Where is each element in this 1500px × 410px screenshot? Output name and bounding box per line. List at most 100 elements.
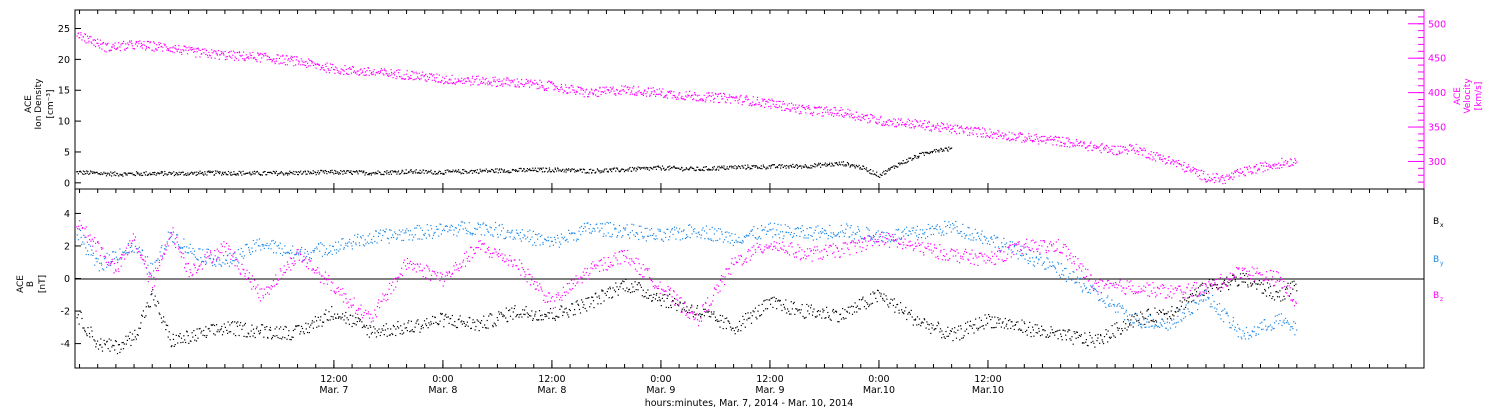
bx-series-point [1007, 320, 1010, 322]
bx-series-point [1169, 316, 1171, 318]
ion-density-series-point [453, 171, 455, 173]
bx-series-point [778, 299, 780, 301]
velocity-series-point [629, 93, 631, 96]
velocity-series-point [366, 70, 368, 72]
bx-series-point [717, 320, 719, 323]
bx-series-point [853, 311, 856, 313]
bx-series-point [1180, 305, 1182, 307]
bx-series-point [728, 321, 730, 323]
ion-density-series-point [400, 173, 402, 175]
by-series-point [392, 234, 394, 236]
by-series-point [511, 229, 513, 231]
velocity-series-point [826, 106, 828, 108]
velocity-series-point [627, 86, 629, 88]
ion-density-series-point [508, 170, 510, 172]
ion-density-series-point [429, 171, 431, 173]
bx-series-point [945, 330, 947, 333]
ion-density-series-point [791, 166, 793, 168]
bx-series-point [582, 306, 584, 308]
ion-density-series-point [841, 161, 843, 163]
bx-series-point [696, 305, 699, 307]
bx-series-point [538, 310, 541, 312]
by-series-point [160, 247, 162, 249]
velocity-series-point [931, 125, 933, 127]
bx-series-point [248, 333, 250, 335]
ion-density-series-point [471, 169, 473, 171]
velocity-series-point [675, 96, 677, 98]
bx-series-point [204, 335, 206, 337]
velocity-series-point [1061, 141, 1063, 143]
ion-density-series-point [415, 169, 417, 171]
by-series-point [138, 246, 140, 248]
velocity-series-point [521, 83, 523, 86]
bx-series-point [534, 315, 536, 317]
by-series-point [547, 236, 549, 238]
velocity-series-point [682, 98, 684, 100]
velocity-series-point [1035, 133, 1037, 135]
bx-series-point [846, 311, 848, 313]
bx-series-point [270, 329, 272, 331]
velocity-series-point [305, 60, 307, 62]
bx-series-point [1011, 321, 1013, 323]
ion-density-series-point [369, 172, 371, 174]
bx-series-point [95, 346, 97, 348]
ion-density-series-point [678, 167, 680, 169]
ion-density-series-point [267, 171, 269, 174]
ion-density-series-point [730, 165, 732, 167]
velocity-series-point [738, 98, 740, 100]
velocity-series-point [1218, 181, 1220, 183]
by-series-point [134, 245, 137, 247]
velocity-series-point [924, 129, 926, 131]
velocity-series-point [705, 99, 707, 101]
ion-density-series-point [317, 170, 319, 172]
bx-series-point [383, 325, 385, 327]
bx-series-point [484, 324, 486, 326]
bx-series-point [794, 313, 796, 315]
by-series-point [402, 229, 404, 231]
velocity-series-point [607, 90, 609, 92]
ion-density-series-point [938, 151, 940, 153]
by-series-point [444, 230, 446, 232]
velocity-series-point [399, 69, 401, 71]
bx-series-point [276, 326, 278, 328]
velocity-series-point [870, 114, 873, 116]
bx-series-point [742, 315, 744, 317]
by-series-point [793, 232, 795, 235]
velocity-series-point [118, 42, 120, 44]
velocity-series-point [243, 51, 245, 53]
by-series-point [784, 224, 786, 226]
bx-series-point [522, 309, 524, 311]
bx-series-point [253, 332, 255, 334]
bx-series-point [1156, 311, 1158, 314]
velocity-series-point [976, 127, 978, 130]
ion-density-series-point [898, 162, 900, 164]
bx-series-point [542, 319, 544, 321]
velocity-series-point [567, 92, 569, 94]
bx-series-point [796, 308, 798, 310]
velocity-series-point [914, 119, 916, 121]
ion-density-series-point [658, 166, 660, 168]
velocity-series-point [745, 95, 747, 97]
by-series-point [403, 232, 405, 234]
ion-density-series-point [198, 172, 200, 174]
ion-density-series-point [360, 170, 362, 172]
velocity-series-point [494, 76, 496, 78]
ion-density-series-point [370, 172, 372, 174]
top-right-ylabel-1: ACE [1453, 87, 1463, 105]
by-series-point [122, 251, 124, 253]
ion-density-series-point [911, 159, 913, 161]
velocity-series-point [632, 87, 634, 89]
bx-series-point [1074, 332, 1076, 335]
bx-series-point [773, 296, 775, 298]
ion-density-series-point [537, 171, 539, 173]
ion-density-series-point [784, 165, 786, 167]
velocity-series-point [1037, 138, 1039, 140]
velocity-series-point [966, 126, 968, 128]
velocity-series-point [334, 72, 336, 74]
velocity-series-point [551, 81, 553, 83]
bx-series-point [779, 300, 781, 302]
bx-series-point [810, 307, 812, 309]
velocity-series-point [808, 105, 810, 107]
bx-series-point [603, 300, 605, 302]
velocity-series-point [994, 133, 996, 135]
